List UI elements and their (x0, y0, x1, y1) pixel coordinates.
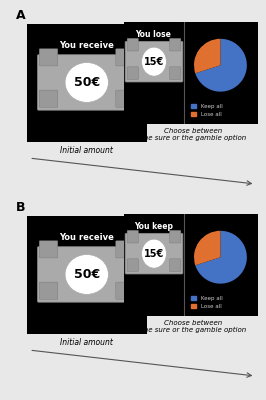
FancyBboxPatch shape (170, 259, 181, 272)
FancyBboxPatch shape (39, 49, 58, 66)
Wedge shape (194, 231, 221, 265)
Text: Choose between
the sure or the gamble option: Choose between the sure or the gamble op… (141, 128, 246, 141)
Text: 15€: 15€ (144, 249, 164, 259)
FancyBboxPatch shape (127, 67, 138, 80)
Text: Initial amount: Initial amount (60, 338, 113, 347)
FancyBboxPatch shape (170, 38, 181, 51)
Ellipse shape (65, 62, 109, 102)
FancyBboxPatch shape (116, 90, 134, 107)
Text: Choose between
the sure or the gamble option: Choose between the sure or the gamble op… (141, 320, 246, 333)
Text: You lose: You lose (135, 30, 171, 39)
FancyBboxPatch shape (170, 67, 181, 80)
Text: B: B (16, 201, 26, 214)
FancyBboxPatch shape (116, 282, 134, 299)
Wedge shape (195, 39, 247, 92)
FancyBboxPatch shape (127, 230, 138, 243)
FancyBboxPatch shape (39, 241, 58, 258)
FancyBboxPatch shape (127, 38, 138, 51)
Wedge shape (195, 231, 247, 284)
Text: Initial amount: Initial amount (60, 146, 113, 155)
FancyBboxPatch shape (125, 41, 183, 82)
Ellipse shape (142, 47, 166, 76)
FancyBboxPatch shape (127, 259, 138, 272)
FancyBboxPatch shape (39, 282, 58, 299)
Wedge shape (194, 39, 221, 73)
FancyBboxPatch shape (125, 233, 183, 274)
Ellipse shape (65, 254, 109, 294)
FancyBboxPatch shape (170, 230, 181, 243)
Text: You keep: You keep (134, 222, 173, 231)
Ellipse shape (142, 239, 166, 268)
Text: 50€: 50€ (74, 268, 100, 281)
FancyBboxPatch shape (38, 247, 136, 302)
FancyBboxPatch shape (116, 49, 134, 66)
Text: You receive: You receive (59, 233, 114, 242)
FancyBboxPatch shape (116, 241, 134, 258)
Text: A: A (16, 9, 26, 22)
Legend: Keep all, Lose all: Keep all, Lose all (188, 294, 225, 311)
Text: You receive: You receive (59, 41, 114, 50)
FancyBboxPatch shape (39, 90, 58, 107)
Text: 15€: 15€ (144, 57, 164, 67)
FancyBboxPatch shape (38, 55, 136, 110)
Text: 50€: 50€ (74, 76, 100, 89)
Legend: Keep all, Lose all: Keep all, Lose all (188, 102, 225, 119)
